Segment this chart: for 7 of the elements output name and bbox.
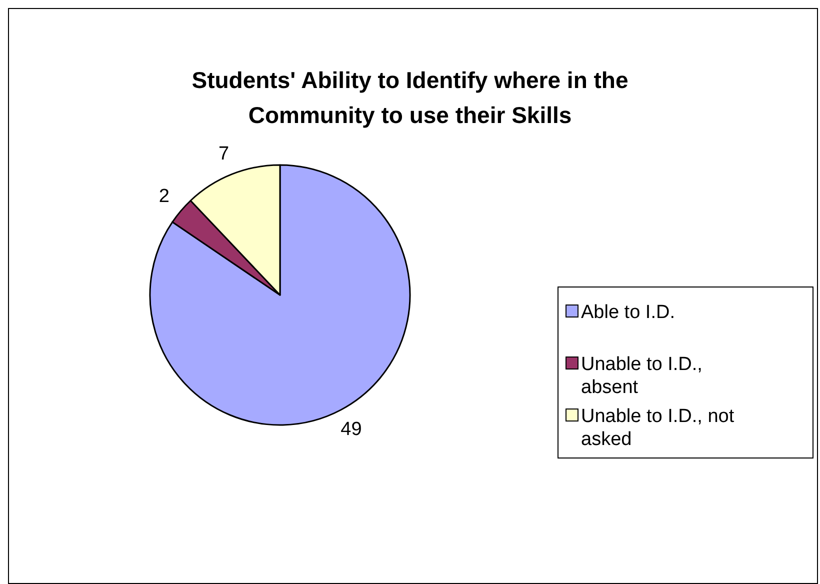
legend-label: Unable to I.D., absent (581, 354, 702, 398)
data-label: 7 (218, 143, 230, 164)
chart-title: Students' Ability to Identify where in the Community to use their Skills (192, 67, 628, 128)
data-label: 49 (340, 418, 362, 440)
data-label: 2 (158, 186, 170, 208)
legend-label: Able to I.D. (581, 302, 675, 322)
legend-label: Unable to I.D., not asked (581, 406, 735, 450)
